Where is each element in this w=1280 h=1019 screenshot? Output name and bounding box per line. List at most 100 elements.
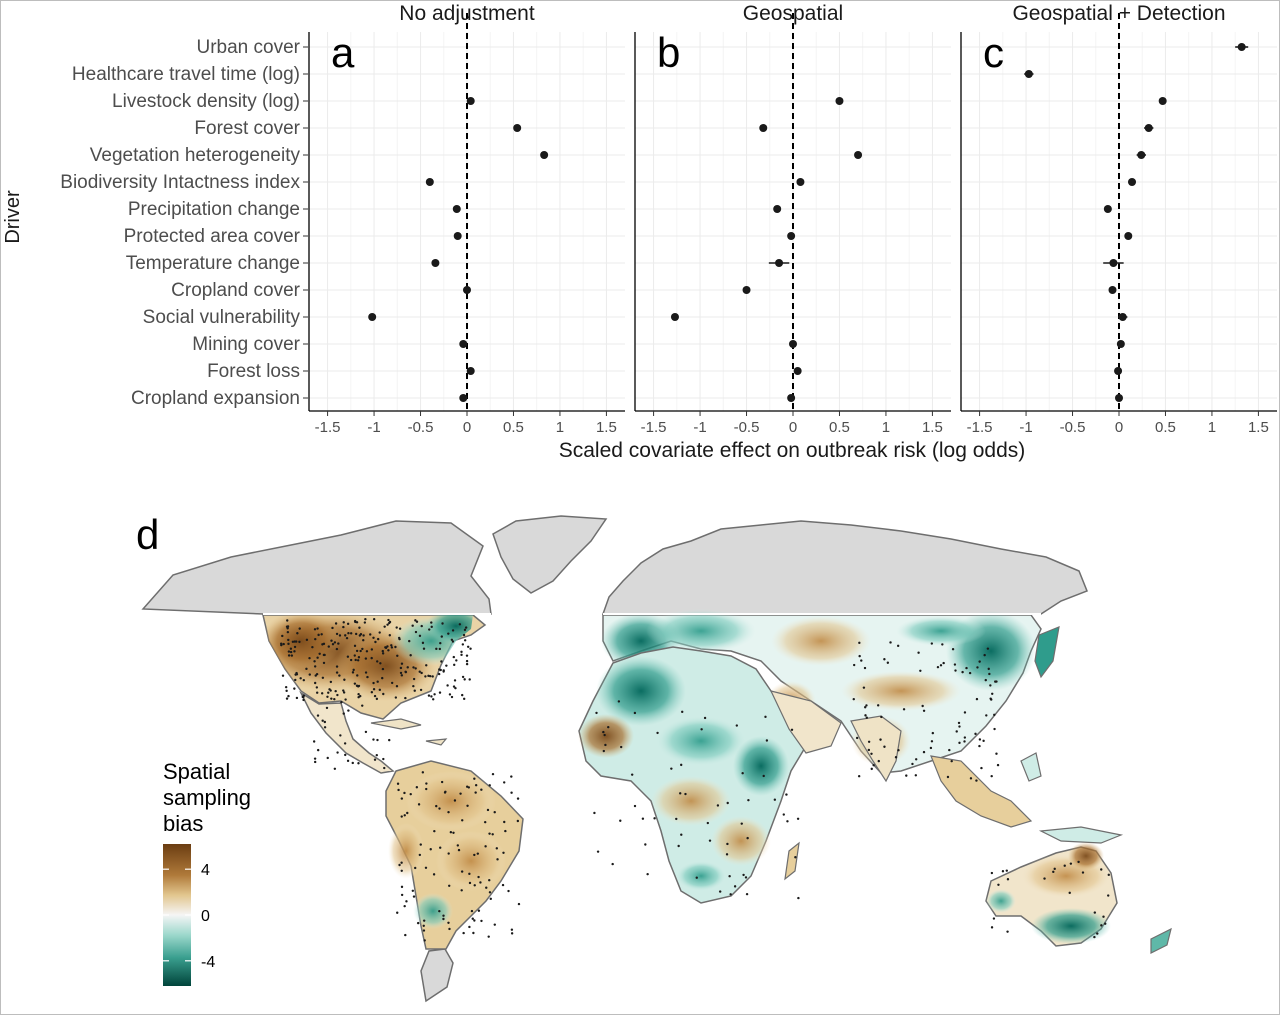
region-caribbean (370, 718, 448, 746)
region-japan (1034, 626, 1060, 679)
occurrence-point (342, 625, 345, 629)
occurrence-point (456, 844, 460, 847)
occurrence-point (404, 670, 407, 673)
x-tick-label: -1.5 (315, 419, 341, 436)
occurrence-point (353, 644, 357, 648)
occurrence-point (653, 817, 656, 820)
occurrence-point (409, 654, 412, 657)
occurrence-point (473, 919, 476, 922)
occurrence-point (364, 730, 368, 734)
effect-point (513, 124, 522, 132)
legend-tick-label: -4 (201, 954, 215, 971)
occurrence-point (346, 759, 350, 763)
occurrence-point (355, 684, 359, 687)
occurrence-point (400, 885, 404, 889)
occurrence-point (387, 618, 390, 622)
occurrence-point (633, 804, 637, 808)
effect-point (670, 313, 679, 321)
occurrence-point (438, 807, 441, 810)
occurrence-point (433, 829, 436, 833)
occurrence-point (342, 621, 345, 624)
effect-point (1118, 313, 1127, 321)
occurrence-point (460, 653, 463, 657)
occurrence-point (879, 738, 882, 741)
occurrence-point (1100, 924, 1103, 927)
occurrence-point (700, 728, 703, 731)
occurrence-point (985, 714, 988, 717)
occurrence-point (418, 634, 422, 638)
world-map: d Spatial sampling bias 4 0 -4 (136, 511, 1172, 1003)
occurrence-point (446, 684, 449, 687)
occurrence-point (448, 693, 452, 696)
occurrence-point (447, 852, 450, 855)
occurrence-point (390, 646, 394, 649)
occurrence-point (308, 673, 311, 676)
occurrence-point (451, 629, 455, 632)
occurrence-point (852, 697, 855, 701)
occurrence-point (448, 884, 451, 887)
occurrence-point (326, 695, 329, 698)
occurrence-point (477, 875, 480, 879)
occurrence-point (495, 847, 499, 850)
occurrence-point (461, 819, 464, 822)
occurrence-point (465, 659, 469, 663)
occurrence-point (388, 621, 391, 625)
occurrence-point (346, 655, 350, 658)
occurrence-point (929, 746, 933, 750)
region-australia (985, 842, 1118, 947)
occurrence-point (468, 872, 471, 876)
x-tick-label: 0.5 (503, 419, 524, 436)
occurrence-point (362, 639, 365, 642)
occurrence-point (670, 767, 673, 770)
panel-letter-c: c (983, 29, 1004, 76)
occurrence-point (372, 687, 376, 691)
x-tick-label: 1 (1208, 419, 1216, 436)
occurrence-point (427, 694, 431, 697)
occurrence-point (381, 676, 384, 680)
occurrence-point (331, 643, 335, 646)
occurrence-point (461, 675, 465, 679)
occurrence-point (425, 782, 428, 785)
occurrence-point (342, 691, 346, 694)
occurrence-point (376, 738, 379, 742)
occurrence-point (366, 675, 369, 679)
occurrence-point (473, 853, 476, 857)
occurrence-point (870, 767, 873, 771)
region-eurasia (601, 609, 1042, 774)
panel-title: Geospatial (743, 2, 843, 25)
occurrence-point (335, 647, 339, 651)
occurrence-point (400, 869, 403, 872)
effect-point (1128, 178, 1137, 186)
occurrence-point (386, 623, 389, 626)
occurrence-point (447, 810, 450, 814)
effect-point (1137, 151, 1146, 159)
occurrence-point (441, 622, 444, 625)
occurrence-point (409, 792, 412, 796)
occurrence-point (422, 924, 425, 927)
occurrence-point (412, 677, 416, 681)
occurrence-point (298, 640, 301, 644)
occurrence-point (394, 696, 398, 699)
occurrence-point (894, 756, 898, 759)
occurrence-point (302, 695, 305, 699)
occurrence-point (400, 893, 404, 897)
occurrence-point (416, 921, 420, 925)
occurrence-point (464, 626, 468, 629)
occurrence-point (281, 634, 284, 638)
occurrence-point (889, 641, 892, 644)
region-arabia (769, 690, 842, 754)
occurrence-point (387, 649, 390, 652)
legend-ticks: 4 0 -4 (163, 862, 215, 971)
occurrence-point (291, 640, 295, 644)
occurrence-point (357, 656, 361, 659)
occurrence-point (318, 652, 321, 655)
occurrence-point (858, 654, 861, 658)
x-tick-label: 0 (1115, 419, 1123, 436)
occurrence-point (990, 698, 993, 701)
occurrence-point (354, 632, 358, 636)
occurrence-point (388, 634, 391, 637)
occurrence-point (865, 716, 869, 719)
occurrence-point (420, 671, 423, 675)
occurrence-point (439, 641, 442, 645)
